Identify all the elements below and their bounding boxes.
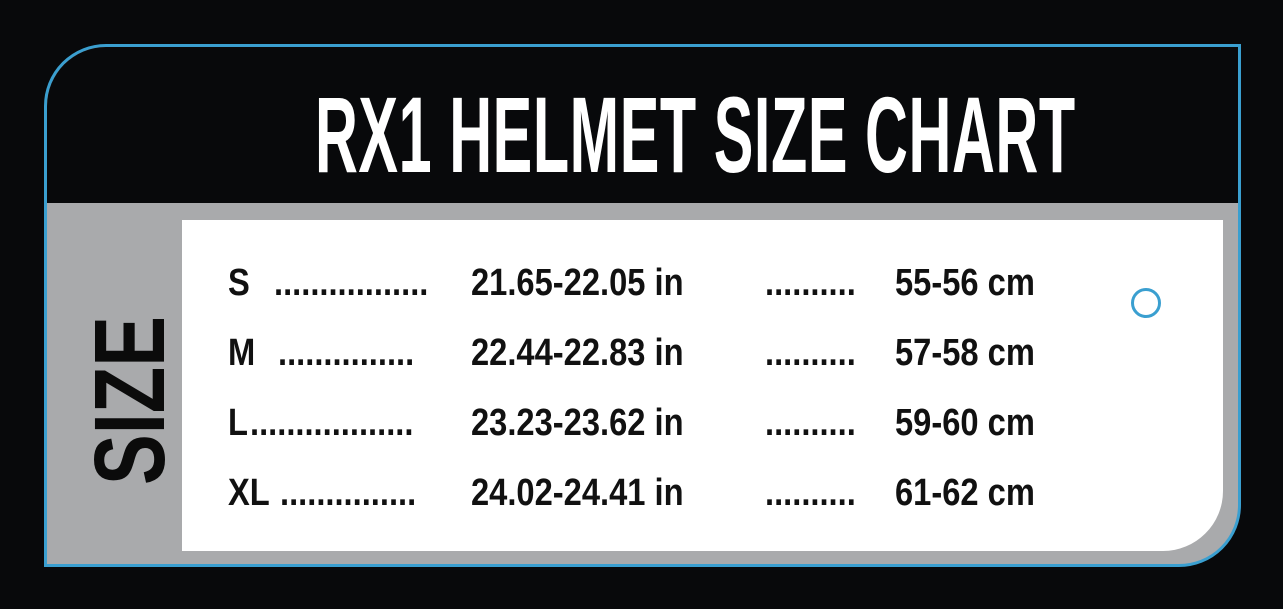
cm-cell: 59-60 cm (895, 402, 1035, 444)
leader-dots: ................. (274, 262, 429, 304)
chart-title: RX1 HELMET SIZE CHART (314, 74, 1076, 195)
size-table-panel: S ................. 21.65-22.05 in .....… (182, 220, 1223, 551)
size-cell: L (228, 402, 248, 444)
leader-dots: .......... (765, 472, 856, 514)
leader-dots: .......... (765, 332, 856, 374)
title-band: RX1 HELMET SIZE CHART (47, 47, 1238, 203)
table-row: XL ............... 24.02-24.41 in ......… (182, 468, 1223, 518)
leader-dots: .................. (250, 402, 414, 444)
leader-dots: .......... (765, 402, 856, 444)
cm-cell: 57-58 cm (895, 332, 1035, 374)
cm-cell: 61-62 cm (895, 472, 1035, 514)
size-side-label-text: SIZE (74, 316, 186, 485)
size-cell: M (228, 332, 256, 374)
table-row: M ............... 22.44-22.83 in .......… (182, 328, 1223, 378)
circle-outline-icon (1131, 288, 1161, 318)
inches-cell: 21.65-22.05 in (471, 262, 684, 304)
leader-dots: ............... (280, 472, 417, 514)
size-cell: XL (228, 472, 270, 514)
table-row: L .................. 23.23-23.62 in ....… (182, 398, 1223, 448)
leader-dots: ............... (278, 332, 415, 374)
inches-cell: 23.23-23.62 in (471, 402, 684, 444)
table-row: S ................. 21.65-22.05 in .....… (182, 258, 1223, 308)
inches-cell: 24.02-24.41 in (471, 472, 684, 514)
leader-dots: .......... (765, 262, 856, 304)
size-chart-frame: RX1 HELMET SIZE CHART SIZE S ...........… (44, 44, 1241, 567)
size-cell: S (228, 262, 250, 304)
inches-cell: 22.44-22.83 in (471, 332, 684, 374)
cm-cell: 55-56 cm (895, 262, 1035, 304)
